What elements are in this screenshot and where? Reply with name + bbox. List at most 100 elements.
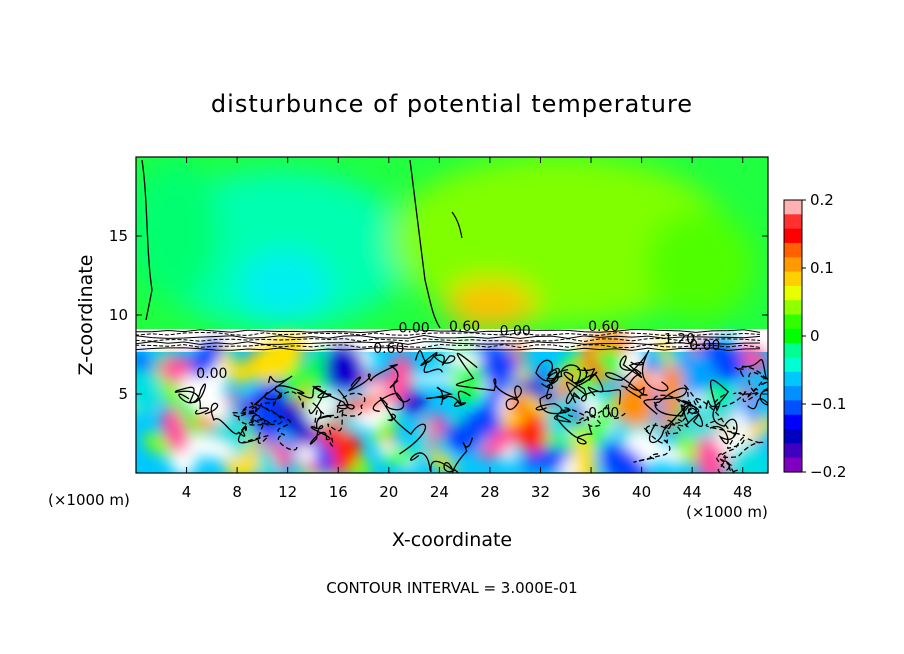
x-tick-label: 4	[182, 483, 192, 501]
contour-line	[372, 392, 427, 455]
turbulence-blob	[585, 395, 617, 452]
contour-label: 0.00	[398, 320, 429, 336]
turbulence-blob	[613, 385, 655, 427]
contour-line	[456, 352, 522, 410]
x-unit-label-right: (×1000 m)	[686, 503, 768, 521]
turbulence-blob	[684, 420, 719, 441]
contour-label: 0.00	[196, 366, 227, 382]
colorbar-swatch	[784, 228, 802, 244]
contour-label: 0.00	[500, 324, 531, 340]
turbulence-blob	[732, 408, 750, 448]
x-axis: 4 8 12 16 20 24 28 32 36 40 44 48	[182, 157, 752, 501]
contour-line	[713, 371, 765, 408]
turbulence-blob	[573, 434, 597, 473]
contour-line	[561, 402, 626, 427]
turbulence-blob	[700, 436, 727, 470]
turbulence-blob	[257, 445, 280, 473]
x-tick-label: 44	[683, 483, 702, 501]
x-unit-label-left: (×1000 m)	[48, 491, 130, 509]
heatmap-field	[136, 157, 768, 473]
x-tick-label: 12	[278, 483, 297, 501]
y-tick-label: 15	[109, 227, 128, 245]
contour-line	[535, 402, 593, 445]
contour-line	[678, 383, 746, 437]
contour-labels: 0.00 0.60 0.00 0.600.601.200.000.000.00	[196, 319, 720, 422]
inversion-contour	[136, 328, 761, 334]
colorbar-tick-label: −0.2	[810, 463, 846, 481]
turbulence-blob	[273, 394, 317, 447]
contour-label: 1.20	[664, 331, 695, 347]
x-tick-label: 28	[480, 483, 499, 501]
turbulence-blob	[180, 375, 230, 420]
zero-contour-small	[451, 211, 463, 239]
y-axis-label: Z-coordinate	[75, 255, 97, 376]
contour-line	[313, 392, 366, 447]
colorbar-swatch	[784, 429, 802, 444]
turbulence-blob	[230, 362, 253, 385]
colorbar-swatch	[784, 357, 802, 373]
colorbar-swatch	[784, 343, 802, 359]
colorbar-swatch	[784, 400, 802, 416]
y-axis: 5 10 15	[109, 227, 768, 403]
turbulence-blob	[381, 448, 420, 466]
x-axis-label: X-coordinate	[392, 529, 512, 551]
y-tick-label: 10	[109, 306, 128, 324]
turbulence-blob	[351, 457, 371, 473]
contour-line	[242, 402, 283, 444]
colorbar-swatch	[784, 314, 802, 330]
contour-line	[633, 418, 690, 463]
colorbar-swatch	[784, 214, 802, 230]
colorbar-swatch	[784, 457, 802, 473]
x-tick-label: 24	[430, 483, 449, 501]
x-tick-label: 36	[581, 483, 600, 501]
zero-contour-left	[141, 159, 153, 321]
colorbar-swatch	[784, 300, 802, 316]
upper-right-cool	[645, 210, 755, 320]
turbulence-blob	[472, 406, 502, 436]
colorbar-swatch	[784, 242, 802, 258]
turbulence-blob	[160, 407, 189, 453]
contour-line	[605, 350, 669, 400]
inversion-contour	[136, 341, 761, 345]
contour-line	[260, 391, 304, 451]
turbulence-blob	[600, 443, 649, 473]
turbulence-blob	[304, 394, 338, 425]
colorbar-swatch	[784, 285, 802, 301]
turbulence-blob	[190, 339, 223, 379]
colorbar-tick-label: −0.1	[810, 395, 846, 413]
colorbar-tick-label: 0.1	[810, 259, 834, 277]
x-tick-label: 20	[379, 483, 398, 501]
contour-label: 0.60	[373, 341, 404, 357]
inversion-contour	[136, 347, 761, 352]
contour-line	[254, 375, 322, 406]
colorbar-swatch	[784, 371, 802, 387]
turbulence-blob	[409, 374, 460, 385]
chart-title: disturbunce of potential temperature	[211, 90, 693, 118]
turbulence-blob	[671, 368, 684, 389]
contour-line	[204, 402, 261, 444]
contour-label: 0.60	[449, 319, 480, 335]
contour-line	[414, 350, 456, 373]
turbulence-blob	[400, 393, 427, 413]
turbulence-blob	[143, 433, 177, 458]
turbulence-blob	[323, 345, 364, 393]
upper-warm-core	[445, 280, 535, 330]
x-tick-label: 48	[733, 483, 752, 501]
contour-line	[174, 383, 209, 415]
turbulence-blob	[656, 337, 678, 377]
x-tick-label: 32	[531, 483, 550, 501]
contour-line	[677, 398, 704, 427]
y-tick-label: 5	[118, 385, 128, 403]
contour-line	[619, 355, 645, 396]
contour-line	[348, 364, 411, 403]
turbulence-blob	[372, 413, 398, 445]
colorbar-swatch	[784, 200, 802, 215]
contour-line	[643, 387, 687, 444]
contour-line	[705, 379, 738, 445]
contour-label: 0.00	[588, 406, 619, 422]
contour-line	[716, 453, 739, 473]
colorbar-swatch	[784, 271, 802, 287]
contour-line	[426, 386, 471, 407]
upper-left-region	[136, 160, 220, 300]
